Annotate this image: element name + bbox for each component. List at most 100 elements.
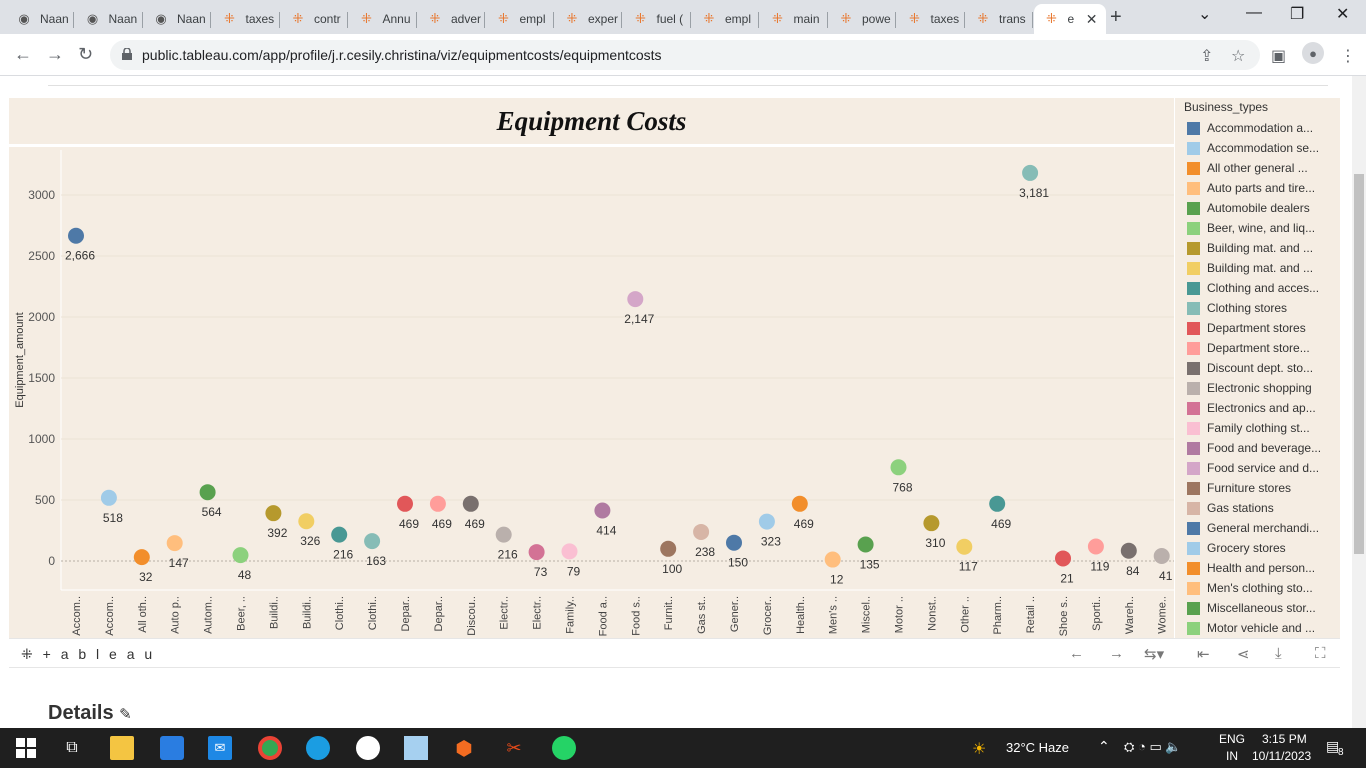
legend-item[interactable]: All other general ... — [1187, 158, 1308, 178]
browser-tab[interactable]: ⁜ powe — [828, 4, 896, 34]
browser-tab[interactable]: ⁜ e ✕ — [1033, 4, 1106, 34]
reload-icon[interactable]: ↻ — [78, 44, 94, 64]
data-point[interactable] — [429, 495, 446, 512]
data-point[interactable] — [1022, 164, 1039, 181]
legend-item[interactable]: Furniture stores — [1187, 478, 1291, 498]
legend-item[interactable]: Electronic shopping — [1187, 378, 1312, 398]
data-point[interactable] — [890, 459, 907, 476]
language-text[interactable]: ENG — [1219, 732, 1246, 746]
data-point[interactable] — [462, 495, 479, 512]
data-point[interactable] — [726, 534, 742, 551]
data-point[interactable] — [791, 495, 808, 512]
side-panel-icon[interactable]: ▣ — [1271, 48, 1287, 65]
fullscreen-icon[interactable]: ⛶ — [1315, 645, 1326, 662]
data-point[interactable] — [1055, 550, 1071, 567]
data-point[interactable] — [232, 547, 249, 564]
data-point[interactable] — [166, 535, 183, 552]
browser-tab[interactable]: ◉ Naan — [75, 4, 143, 34]
data-point[interactable] — [1153, 547, 1170, 564]
legend-item[interactable]: Family clothing st... — [1187, 418, 1310, 438]
data-point[interactable] — [923, 515, 940, 532]
legend-item[interactable]: Clothing stores — [1187, 298, 1287, 318]
legend-item[interactable]: Electronics and ap... — [1187, 398, 1316, 418]
whatsapp-icon[interactable] — [552, 736, 576, 760]
clock-date[interactable]: 10/11/2023 — [1252, 749, 1312, 763]
task-view-icon[interactable]: ⧉ — [66, 739, 78, 756]
data-point[interactable] — [989, 495, 1006, 512]
browser-tab[interactable]: ⁜ fuel ( — [623, 4, 691, 34]
legend-item[interactable]: Automobile dealers — [1187, 198, 1310, 218]
forward-icon[interactable]: → — [46, 44, 64, 64]
snipping-icon[interactable]: ✂ — [506, 737, 522, 758]
data-point[interactable] — [397, 495, 413, 512]
data-point[interactable] — [100, 489, 117, 506]
browser-tab[interactable]: ⁜ main — [760, 4, 828, 34]
share-icon[interactable]: ⇪ — [1200, 48, 1214, 65]
data-point[interactable] — [956, 538, 973, 555]
legend-item[interactable]: Miscellaneous stor... — [1187, 598, 1316, 618]
browser-tab[interactable]: ⁜ taxes — [897, 4, 965, 34]
tableau-logo[interactable]: ⁜ + a b l e a u — [21, 646, 155, 663]
scrollbar-thumb[interactable] — [1354, 174, 1364, 554]
tray-icons[interactable]: ⛭ ◔ ▭ 🔈 — [1124, 739, 1182, 754]
region-text[interactable]: IN — [1226, 749, 1238, 763]
data-point[interactable] — [594, 502, 611, 519]
close-window-icon[interactable]: ✕ — [1336, 6, 1350, 23]
legend-item[interactable]: Food and beverage... — [1187, 438, 1321, 458]
data-point[interactable] — [68, 227, 84, 244]
revert-all-icon[interactable]: ⇤ — [1197, 646, 1210, 663]
legend-item[interactable]: Discount dept. sto... — [1187, 358, 1313, 378]
browser-tab[interactable]: ⁜ exper — [554, 4, 622, 34]
legend-item[interactable]: Building mat. and ... — [1187, 258, 1313, 278]
legend-item[interactable]: General merchandi... — [1187, 518, 1319, 538]
legend-item[interactable]: Clothing and acces... — [1187, 278, 1319, 298]
back-icon[interactable]: ← — [14, 44, 32, 64]
data-point[interactable] — [627, 291, 644, 308]
browser-tab[interactable]: ◉ Naan — [6, 4, 74, 34]
browser-tab[interactable]: ⁜ Annu — [349, 4, 417, 34]
legend-item[interactable]: Men's clothing sto... — [1187, 578, 1313, 598]
pencil-icon[interactable]: ✎ — [119, 706, 132, 723]
browser-tab[interactable]: ⁜ contr — [280, 4, 348, 34]
data-point[interactable] — [857, 536, 874, 553]
data-point[interactable] — [758, 513, 775, 530]
edge-icon[interactable] — [306, 736, 330, 760]
tray-chevron-icon[interactable]: ⌃ — [1098, 738, 1110, 754]
data-point[interactable] — [364, 533, 381, 550]
legend-item[interactable]: Food service and d... — [1187, 458, 1319, 478]
address-bar[interactable]: public.tableau.com/app/profile/j.r.cesil… — [110, 40, 1260, 70]
data-point[interactable] — [199, 484, 216, 501]
legend-item[interactable]: Accommodation a... — [1187, 118, 1313, 138]
share-icon[interactable]: ⋖ — [1237, 646, 1250, 663]
notification-icon[interactable]: ▤ — [1326, 738, 1340, 754]
close-tab-icon[interactable]: ✕ — [1085, 11, 1098, 27]
weather-icon[interactable]: ☀ — [972, 741, 987, 758]
browser-tab[interactable]: ⁜ empl — [691, 4, 759, 34]
legend-item[interactable]: Department store... — [1187, 338, 1310, 358]
browser-tab[interactable]: ⁜ adver — [417, 4, 485, 34]
browser-tab[interactable]: ⁜ trans — [965, 4, 1033, 34]
minimize-icon[interactable]: — — [1246, 4, 1262, 21]
data-point[interactable] — [824, 551, 841, 568]
bookmark-star-icon[interactable]: ☆ — [1231, 48, 1246, 65]
data-point[interactable] — [298, 513, 315, 530]
download-icon[interactable]: ⤓ — [1275, 645, 1282, 662]
browser-tab[interactable]: ⁜ taxes — [212, 4, 280, 34]
data-point[interactable] — [528, 544, 545, 561]
app-icon[interactable] — [356, 736, 380, 760]
browser-tab[interactable]: ⁜ empl — [486, 4, 554, 34]
chrome-icon[interactable] — [258, 736, 282, 760]
sublime-icon[interactable]: ⬢ — [455, 737, 473, 760]
browser-tab[interactable]: ◉ Naan — [143, 4, 211, 34]
data-point[interactable] — [561, 543, 578, 560]
legend-item[interactable]: Building mat. and ... — [1187, 238, 1313, 258]
file-explorer-icon[interactable] — [110, 736, 134, 760]
page-scrollbar[interactable] — [1352, 76, 1366, 728]
legend-item[interactable]: Gas stations — [1187, 498, 1274, 518]
data-point[interactable] — [495, 526, 512, 543]
weather-text[interactable]: 32°C Haze — [1006, 740, 1070, 755]
legend-item[interactable]: Health and person... — [1187, 558, 1315, 578]
new-tab-icon[interactable]: + — [1110, 6, 1122, 28]
mail-icon[interactable]: ✉ — [208, 736, 232, 760]
menu-kebab-icon[interactable]: ⋮ — [1340, 48, 1356, 65]
